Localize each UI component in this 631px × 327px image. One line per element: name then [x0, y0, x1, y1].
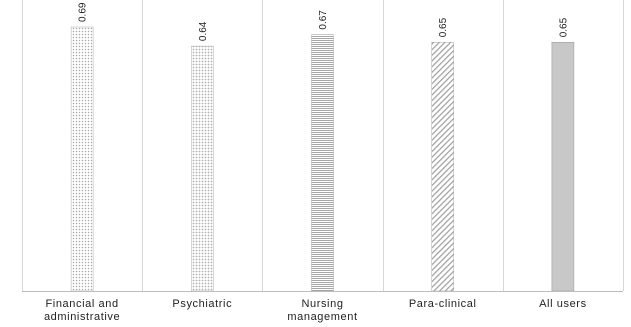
category-separators	[22, 0, 624, 291]
category-label: administrative	[44, 311, 120, 323]
bar	[311, 34, 334, 292]
category-label: Psychiatric	[172, 298, 232, 310]
bar	[191, 45, 214, 292]
category-label: Financial and	[45, 298, 118, 310]
category-label: Para-clinical	[409, 298, 477, 310]
value-label: 0.69	[78, 2, 89, 22]
bar	[431, 42, 454, 292]
value-label: 0.67	[318, 10, 329, 30]
bar	[70, 26, 94, 292]
value-label: 0.65	[438, 17, 449, 37]
bar	[551, 41, 575, 292]
bars	[70, 26, 575, 292]
value-label: 0.65	[558, 17, 569, 37]
category-label: All users	[539, 298, 587, 310]
category-label: Nursing	[301, 298, 343, 310]
value-label: 0.64	[198, 21, 209, 41]
category-label: management	[287, 311, 357, 323]
value-labels: 0.69 0.64 0.67 0.65 0.65	[78, 2, 570, 41]
